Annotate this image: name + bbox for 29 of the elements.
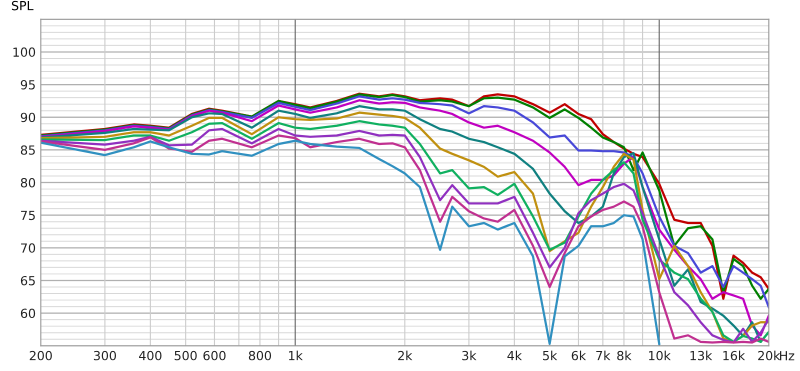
y-tick-label: 70 — [21, 243, 36, 253]
x-tick-label: 800 — [248, 350, 272, 360]
x-tick-label: 7k — [596, 350, 610, 360]
x-tick-label: 1k — [289, 350, 303, 360]
x-tick-label: 16k — [723, 350, 746, 360]
y-tick-label: 85 — [20, 145, 35, 155]
y-tick-label: 75 — [21, 210, 35, 220]
x-tick-label: 3k — [462, 350, 476, 360]
x-tick-label: 20k — [758, 350, 780, 360]
x-tick-label: 300 — [94, 350, 116, 360]
x-tick-label: 10k — [649, 350, 671, 360]
x-tick-label: 600 — [203, 350, 226, 360]
x-tick-label: 6k — [572, 350, 586, 360]
x-tick-label: 2k — [398, 350, 412, 360]
y-tick-label: 100 — [13, 47, 36, 57]
x-tick-label: 8k — [617, 350, 632, 360]
x-tick-label: 200 — [30, 350, 52, 360]
x-tick-label: 5k — [543, 350, 558, 360]
y-axis-title: SPL — [12, 0, 34, 10]
x-tick-label: 500 — [174, 350, 197, 360]
x-tick-label: 400 — [139, 350, 162, 360]
x-tick-label: 4k — [507, 350, 522, 360]
y-tick-label: 95 — [20, 80, 35, 90]
x-tick-label: 13k — [690, 350, 712, 360]
y-tick-label: 60 — [20, 308, 36, 318]
x-axis-title: Hz — [780, 351, 794, 360]
y-tick-label: 80 — [20, 178, 36, 188]
y-tick-label: 65 — [20, 276, 35, 286]
y-tick-label: 90 — [20, 112, 36, 122]
